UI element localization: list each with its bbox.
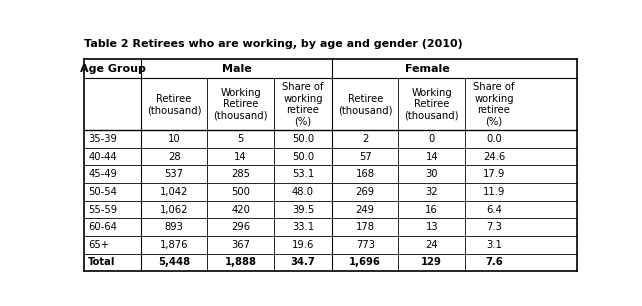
Text: Age Group: Age Group — [80, 64, 146, 74]
Text: Share of
working
retiree
(%): Share of working retiree (%) — [282, 82, 324, 127]
Text: 40-44: 40-44 — [88, 152, 117, 162]
Text: 1,696: 1,696 — [349, 257, 381, 267]
Text: 5,448: 5,448 — [158, 257, 190, 267]
Text: Female: Female — [405, 64, 450, 74]
Text: 10: 10 — [168, 134, 180, 144]
Text: 269: 269 — [356, 187, 375, 197]
Text: 420: 420 — [231, 204, 250, 215]
Text: Table 2 Retirees who are working, by age and gender (2010): Table 2 Retirees who are working, by age… — [84, 39, 463, 49]
Text: 893: 893 — [165, 222, 184, 232]
Text: Share of
working
retiree
(%): Share of working retiree (%) — [473, 82, 515, 127]
Text: 3.1: 3.1 — [486, 240, 502, 250]
Text: 45-49: 45-49 — [88, 169, 117, 179]
Text: 34.7: 34.7 — [291, 257, 315, 267]
Text: Retiree
(thousand): Retiree (thousand) — [147, 94, 202, 115]
Text: 500: 500 — [231, 187, 250, 197]
Text: 19.6: 19.6 — [291, 240, 314, 250]
Text: 50-54: 50-54 — [88, 187, 117, 197]
Text: 60-64: 60-64 — [88, 222, 117, 232]
Text: 30: 30 — [426, 169, 438, 179]
Text: Male: Male — [221, 64, 251, 74]
Text: 285: 285 — [231, 169, 250, 179]
Text: 2: 2 — [362, 134, 369, 144]
Text: 39.5: 39.5 — [292, 204, 314, 215]
Text: 168: 168 — [356, 169, 375, 179]
Text: 296: 296 — [231, 222, 250, 232]
Text: 129: 129 — [421, 257, 442, 267]
Text: 0.0: 0.0 — [486, 134, 502, 144]
Text: 57: 57 — [359, 152, 372, 162]
Text: 24.6: 24.6 — [483, 152, 505, 162]
Text: 50.0: 50.0 — [292, 134, 314, 144]
Text: 50.0: 50.0 — [292, 152, 314, 162]
Text: 11.9: 11.9 — [483, 187, 505, 197]
Text: 367: 367 — [231, 240, 250, 250]
Text: 53.1: 53.1 — [292, 169, 314, 179]
Text: 33.1: 33.1 — [292, 222, 314, 232]
Text: 14: 14 — [426, 152, 438, 162]
Text: 32: 32 — [426, 187, 438, 197]
Text: 35-39: 35-39 — [88, 134, 117, 144]
Text: 48.0: 48.0 — [292, 187, 314, 197]
Text: Retiree
(thousand): Retiree (thousand) — [338, 94, 392, 115]
Text: Total: Total — [88, 257, 116, 267]
Text: 65+: 65+ — [88, 240, 109, 250]
Text: 14: 14 — [234, 152, 247, 162]
Text: 16: 16 — [426, 204, 438, 215]
Text: 13: 13 — [426, 222, 438, 232]
Text: 7.6: 7.6 — [485, 257, 503, 267]
Text: 7.3: 7.3 — [486, 222, 502, 232]
Text: Working
Retiree
(thousand): Working Retiree (thousand) — [213, 88, 268, 121]
Text: 537: 537 — [164, 169, 184, 179]
Text: 773: 773 — [356, 240, 375, 250]
Text: 6.4: 6.4 — [486, 204, 502, 215]
Text: 0: 0 — [429, 134, 435, 144]
Text: 249: 249 — [356, 204, 375, 215]
Text: 1,062: 1,062 — [160, 204, 188, 215]
Text: 1,876: 1,876 — [160, 240, 188, 250]
Text: 17.9: 17.9 — [483, 169, 505, 179]
Text: 1,042: 1,042 — [160, 187, 188, 197]
Text: 5: 5 — [238, 134, 244, 144]
Text: 178: 178 — [356, 222, 375, 232]
Text: 1,888: 1,888 — [225, 257, 257, 267]
Text: 55-59: 55-59 — [88, 204, 117, 215]
Text: 28: 28 — [168, 152, 180, 162]
Text: 24: 24 — [426, 240, 438, 250]
Text: Working
Retiree
(thousand): Working Retiree (thousand) — [404, 88, 459, 121]
